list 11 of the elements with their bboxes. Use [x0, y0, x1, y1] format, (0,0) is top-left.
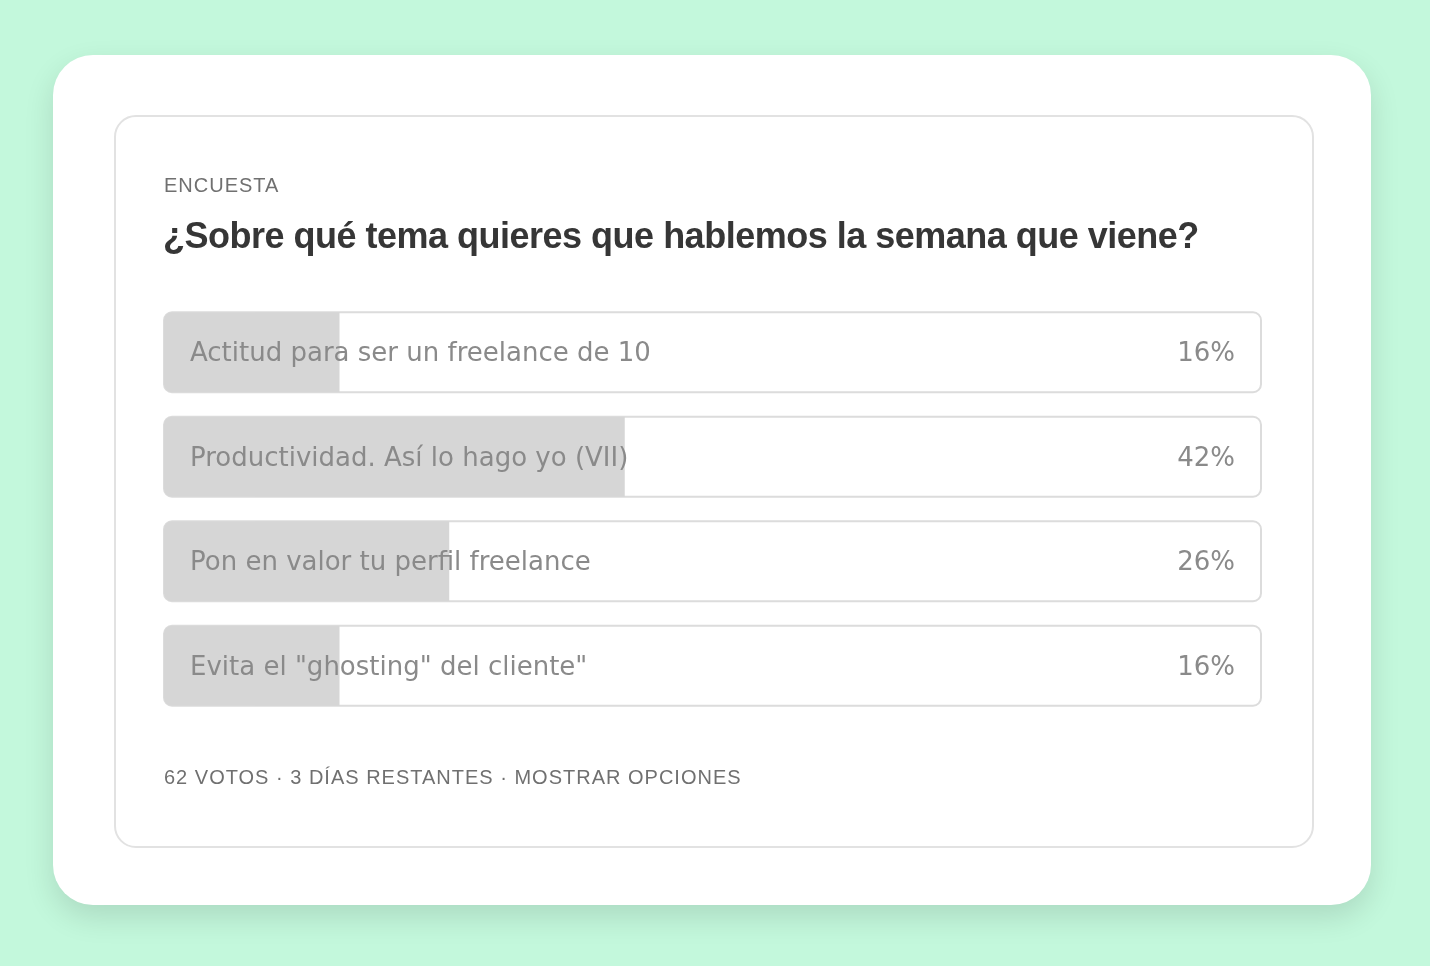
- text: 62 VOTOS · 3 DÍAS RESTANTES · MOSTRAR OPCIONES: [164, 766, 742, 789]
- data-label: 16%: [1177, 337, 1235, 368]
- data-label: 26%: [1177, 546, 1235, 577]
- chart-title: ¿Sobre qué tema quieres que hablemos la semana que viene?: [163, 215, 1199, 257]
- y-tick-label: Pon en valor tu perfil freelance: [190, 546, 591, 577]
- chart-subtitle: ENCUESTA: [164, 174, 280, 197]
- y-tick-label: Actitud para ser un freelance de 10: [190, 337, 651, 368]
- y-tick-label: Productividad. Así lo hago yo (VII): [190, 441, 629, 472]
- data-label: 42%: [1177, 441, 1235, 472]
- y-tick-label: Evita el "ghosting" del cliente": [190, 650, 588, 681]
- data-label: 16%: [1177, 650, 1235, 681]
